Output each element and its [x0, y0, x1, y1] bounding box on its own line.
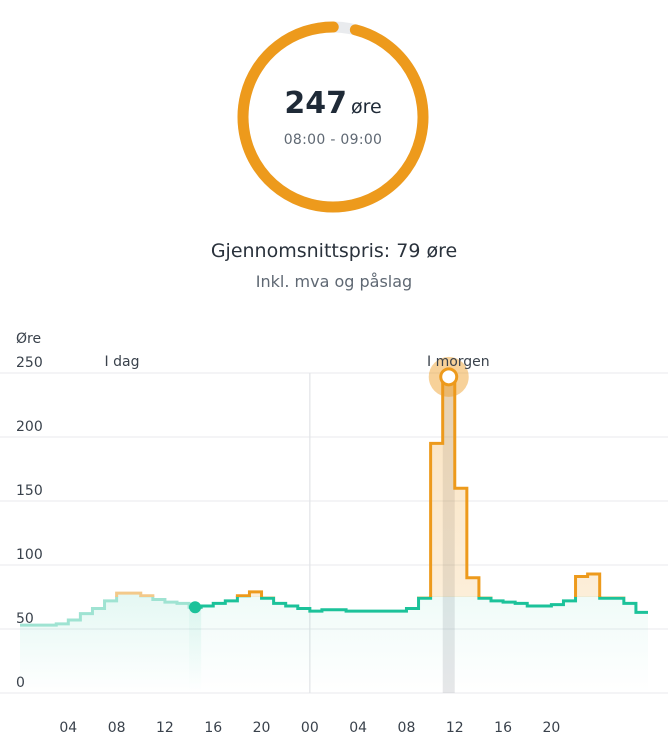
- series-line: [189, 596, 648, 614]
- x-tick-label: 16: [204, 720, 222, 736]
- price-gauge: [237, 21, 429, 213]
- x-tick-label: 20: [253, 720, 271, 736]
- x-tick-label: 16: [494, 720, 512, 736]
- day-label-tomorrow: I morgen: [427, 354, 490, 370]
- gauge-arc: [237, 21, 429, 213]
- x-tick-label: 08: [108, 720, 126, 736]
- series-line-past: [20, 596, 202, 627]
- y-tick-label: 250: [16, 355, 43, 371]
- x-tick-label: 08: [398, 720, 416, 736]
- area-future: [189, 596, 648, 693]
- x-tick-label: 04: [349, 720, 367, 736]
- average-price: Gjennomsnittspris: 79 øre: [210, 240, 458, 262]
- y-axis-unit: Øre: [16, 331, 41, 347]
- x-tick-label: 04: [59, 720, 77, 736]
- y-tick-label: 0: [16, 675, 25, 691]
- price-note: Inkl. mva og påslag: [255, 272, 413, 291]
- day-label-today: I dag: [105, 354, 140, 370]
- y-tick-label: 150: [16, 483, 43, 499]
- series-line-high: [235, 375, 626, 597]
- y-tick-label: 100: [16, 547, 43, 563]
- x-tick-label: 12: [446, 720, 464, 736]
- price-chart[interactable]: 0 50 100 150 200 250 Øre 04 08 12 16 20 00 04 08 12 16 20…: [0, 325, 668, 750]
- highlight-point: [439, 367, 459, 387]
- x-tick-label: 20: [542, 720, 560, 736]
- price-unit: øre: [350, 96, 382, 118]
- y-tick-label: 50: [16, 611, 34, 627]
- current-time-marker: [189, 601, 202, 614]
- area-past: [20, 593, 202, 693]
- x-tick-label: 00: [301, 720, 319, 736]
- price-value: 247: [284, 86, 347, 121]
- x-tick-label: 12: [156, 720, 174, 736]
- current-price: 247 øre: [233, 86, 433, 121]
- y-tick-label: 200: [16, 419, 43, 435]
- price-time-range: 08:00 - 09:00: [283, 132, 383, 148]
